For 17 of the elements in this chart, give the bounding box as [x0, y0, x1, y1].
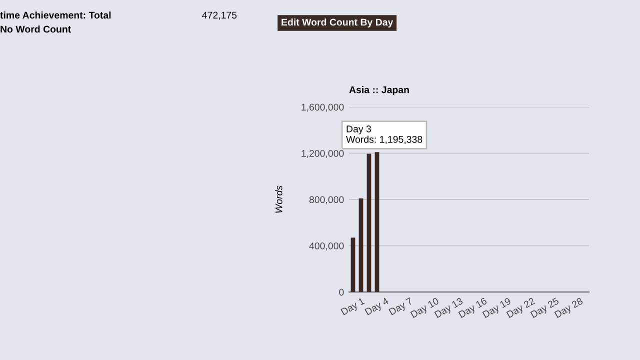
- y-tick-label: 0: [339, 288, 344, 296]
- bar: [374, 152, 380, 292]
- text: Edit Word Count By Day: [282, 18, 394, 28]
- y-tick-label: 800,000: [309, 196, 344, 204]
- bar: [366, 154, 372, 292]
- bar: [358, 198, 364, 292]
- bar: [350, 238, 356, 292]
- y-tick-label: 400,000: [309, 242, 344, 251]
- y-tick-label: 1,200,000: [302, 150, 344, 158]
- y-axis-title: Words: [275, 186, 282, 213]
- text: time Achievement: Total: [0, 11, 111, 19]
- y-tick-label: 1,600,000: [302, 104, 344, 112]
- chart-title: Asia :: Japan: [349, 86, 409, 96]
- text: No Word Count: [0, 25, 71, 33]
- text: 472,175: [202, 12, 237, 20]
- x-tick-label: Day 1: [340, 297, 366, 318]
- annotation: Day 3 Words: 1,195,338: [346, 125, 422, 144]
